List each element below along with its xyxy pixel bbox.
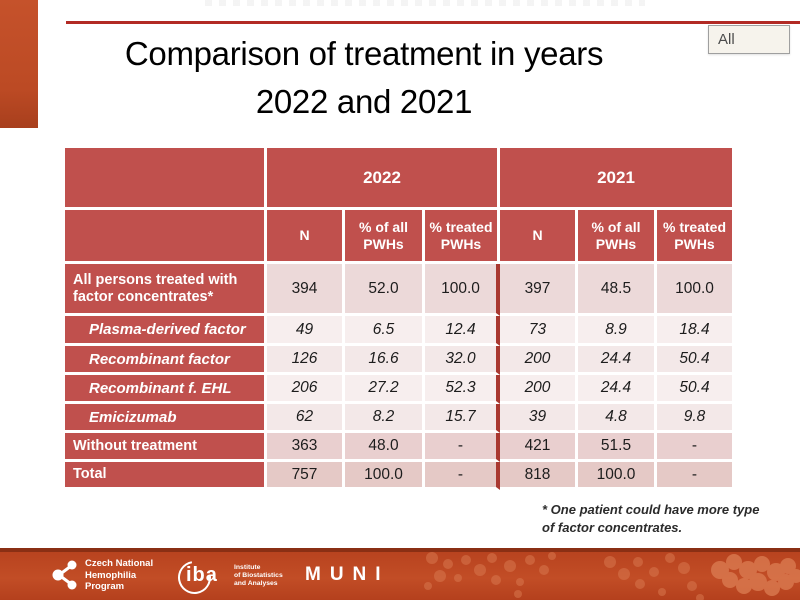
table-cell: 73 — [500, 316, 578, 346]
table-cell: - — [657, 462, 735, 490]
cnhp-logo: Czech National Hemophilia Program — [52, 558, 153, 593]
table-cell: 100.0 — [345, 462, 425, 490]
column-header: N — [267, 210, 345, 264]
row-label: Recombinant factor — [65, 346, 267, 375]
cnhp-line3: Program — [85, 581, 125, 592]
filter-dropdown[interactable]: All — [708, 25, 790, 54]
muni-logo: MUNI — [305, 564, 390, 585]
iba-logo-mark: iba — [171, 554, 230, 600]
row-label: Plasma-derived factor — [65, 316, 267, 346]
table-cell: 206 — [267, 375, 345, 404]
header-rule — [66, 21, 800, 24]
table-cell: 16.6 — [345, 346, 425, 375]
table-cell: 24.4 — [578, 375, 657, 404]
table-cell: 100.0 — [657, 264, 735, 316]
column-header: % of all PWHs — [578, 210, 657, 264]
cnhp-line1: Czech National — [85, 558, 154, 569]
page-title: Comparison of treatment in years 2022 an… — [66, 30, 662, 126]
column-header: N — [500, 210, 578, 264]
cnhp-molecule-icon — [52, 560, 77, 590]
table-cell: 126 — [267, 346, 345, 375]
header-corner-cell — [65, 210, 267, 264]
table-cell: - — [425, 433, 500, 462]
table-cell: 12.4 — [425, 316, 500, 346]
row-label: Total — [65, 462, 267, 490]
table-footnote: * One patient could have more type of fa… — [542, 501, 782, 537]
table-cell: 52.3 — [425, 375, 500, 404]
table-cell: 100.0 — [425, 264, 500, 316]
table-cell: 757 — [267, 462, 345, 490]
table-cell: 4.8 — [578, 404, 657, 433]
footnote-line2: of factor concentrates. — [542, 520, 683, 535]
footer-bar: Czech National Hemophilia Program iba In… — [0, 552, 800, 600]
header-corner-cell — [65, 148, 267, 210]
table-cell: 363 — [267, 433, 345, 462]
table-cell: 818 — [500, 462, 578, 490]
table-cell: 200 — [500, 375, 578, 404]
row-label: Without treatment — [65, 433, 267, 462]
column-header: % of all PWHs — [345, 210, 425, 264]
table-cell: 15.7 — [425, 404, 500, 433]
row-label: Emicizumab — [65, 404, 267, 433]
table-cell: 48.5 — [578, 264, 657, 316]
top-edge-pattern — [205, 0, 645, 6]
column-header: % treated PWHs — [425, 210, 500, 264]
iba-line3: and Analyses — [234, 580, 278, 587]
table-cell: 100.0 — [578, 462, 657, 490]
table-cell: - — [425, 462, 500, 490]
footer-top-rule — [0, 548, 800, 552]
iba-logo: iba Institute of Biostatistics and Analy… — [171, 554, 283, 600]
table-cell: - — [657, 433, 735, 462]
table-cell: 51.5 — [578, 433, 657, 462]
iba-logo-text: Institute of Biostatistics and Analyses — [234, 564, 283, 588]
left-accent-bar — [0, 0, 38, 128]
page-title-line2: 2022 and 2021 — [255, 83, 473, 120]
table-cell: 8.2 — [345, 404, 425, 433]
table-cell: 27.2 — [345, 375, 425, 404]
table-cell: 394 — [267, 264, 345, 316]
table-cell: 24.4 — [578, 346, 657, 375]
iba-line1: Institute — [234, 564, 261, 571]
table-cell: 49 — [267, 316, 345, 346]
table-cell: 421 — [500, 433, 578, 462]
treatment-comparison-table: 2022 2021 N % of all PWHs % treated PWHs… — [65, 148, 735, 490]
molecule-dots-decoration — [424, 552, 800, 600]
table-cell: 9.8 — [657, 404, 735, 433]
table-cell: 18.4 — [657, 316, 735, 346]
cnhp-line2: Hemophilia — [85, 569, 137, 581]
page-title-line1: Comparison of treatment in years — [124, 35, 604, 72]
footnote-line1: * One patient could have more type — [542, 502, 760, 517]
table-cell: 32.0 — [425, 346, 500, 375]
year-header-2022: 2022 — [267, 148, 500, 210]
table-cell: 397 — [500, 264, 578, 316]
table-cell: 6.5 — [345, 316, 425, 346]
filter-dropdown-value: All — [718, 31, 735, 48]
column-header: % treated PWHs — [657, 210, 735, 264]
table-cell: 62 — [267, 404, 345, 433]
cnhp-logo-text: Czech National Hemophilia Program — [85, 558, 153, 593]
row-label: All persons treated with factor concentr… — [65, 264, 267, 316]
table-cell: 48.0 — [345, 433, 425, 462]
table-cell: 200 — [500, 346, 578, 375]
row-label: Recombinant f. EHL — [65, 375, 267, 404]
table-cell: 39 — [500, 404, 578, 433]
year-header-2021: 2021 — [500, 148, 735, 210]
iba-line2: of Biostatistics — [234, 572, 283, 579]
table-cell: 50.4 — [657, 375, 735, 404]
table-cell: 50.4 — [657, 346, 735, 375]
table-cell: 8.9 — [578, 316, 657, 346]
table-cell: 52.0 — [345, 264, 425, 316]
iba-wordmark: iba — [186, 564, 218, 586]
